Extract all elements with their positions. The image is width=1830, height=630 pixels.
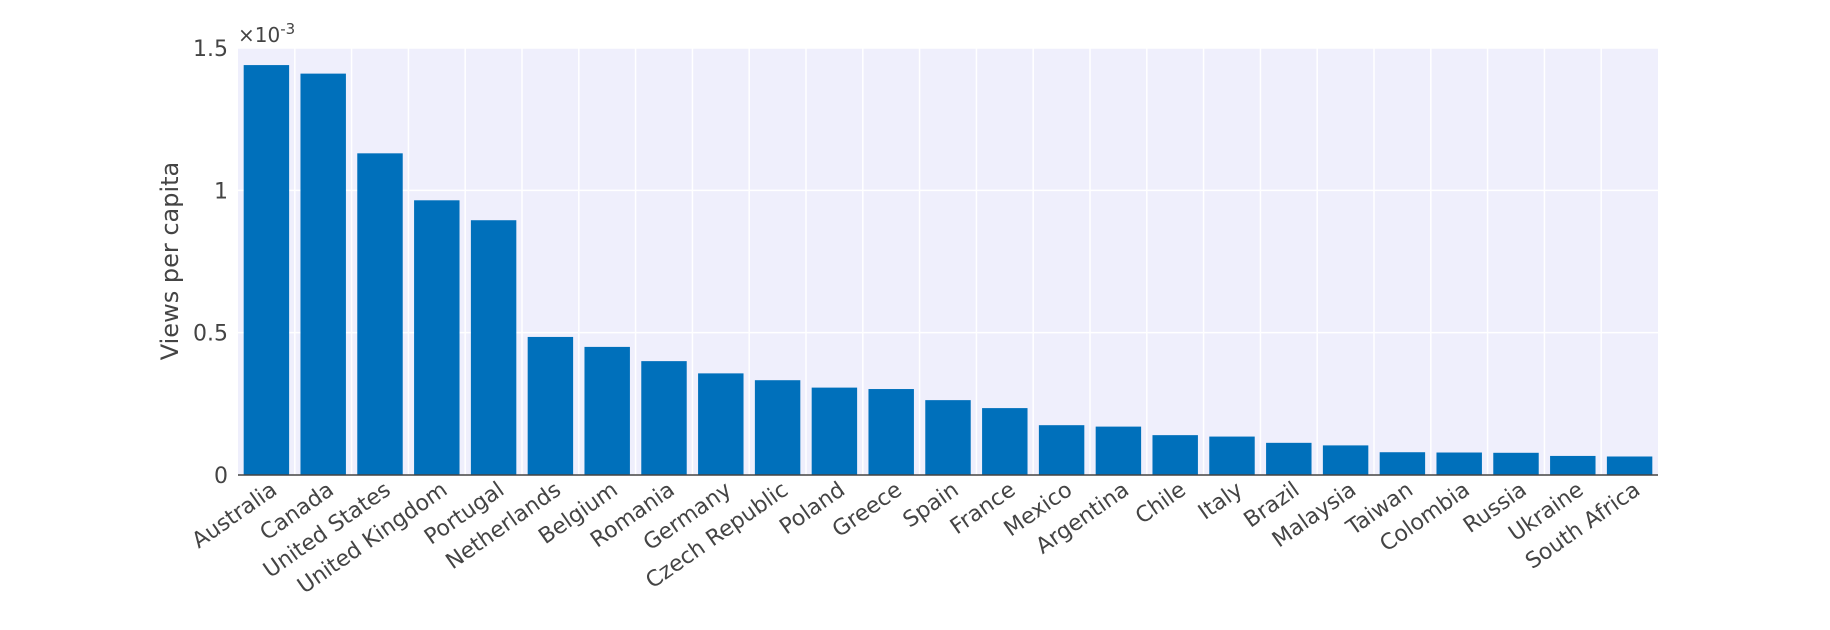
bars [243,65,1653,476]
exponent-power: -3 [280,20,295,38]
bar-germany [698,373,744,475]
bar-chile [1152,435,1198,475]
bar-portugal [470,220,517,475]
bar-romania [641,361,687,475]
bar-united-states [357,153,403,475]
bar-united-kingdom [414,200,460,475]
bar-brazil [1266,442,1312,475]
x-tick-label: Chile [1131,477,1190,529]
grid-lines [238,47,1658,476]
bar-taiwan [1379,452,1426,475]
bar-belgium [584,346,630,475]
bar-poland [811,387,858,475]
bar-netherlands [527,336,574,475]
bar-australia [243,65,290,475]
bar-mexico [1038,425,1085,475]
bar-italy [1209,436,1255,475]
bar-russia [1493,452,1539,475]
y-axis-title: Views per capita [156,162,184,361]
bar-czech-republic [754,380,801,475]
exponent-base: ×10 [238,23,280,47]
y-tick-labels: 0 0.5 1 1.5 [193,37,228,489]
bar-france [982,408,1028,475]
bar-malaysia [1322,445,1369,475]
bar-spain [925,400,971,475]
y-tick-label: 1 [214,179,228,204]
bar-canada [300,73,346,476]
y-tick-label: 0.5 [193,322,228,347]
bar-ukraine [1550,455,1596,475]
x-tick-label: Italy [1194,477,1247,525]
y-tick-label: 1.5 [193,37,228,62]
bar-colombia [1436,452,1482,475]
bar-argentina [1095,426,1142,475]
y-tick-label: 0 [214,464,228,489]
y-axis-exponent: ×10-3 [238,20,295,47]
bar-greece [868,389,914,475]
bar-south-africa [1606,456,1653,475]
